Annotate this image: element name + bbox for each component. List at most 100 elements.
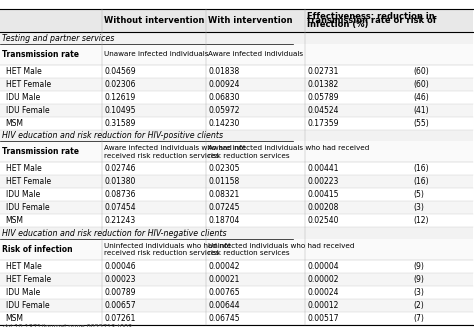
Text: HET Male: HET Male <box>6 262 41 271</box>
Text: (2): (2) <box>413 301 424 310</box>
Text: Aware infected individuals who had received
risk reduction services: Aware infected individuals who had recei… <box>208 145 370 159</box>
Text: 0.18704: 0.18704 <box>208 216 239 225</box>
Text: (60): (60) <box>413 80 429 89</box>
Bar <box>0 104 473 117</box>
Text: transmission rate or risk of: transmission rate or risk of <box>308 16 437 26</box>
Text: 0.00023: 0.00023 <box>104 275 136 284</box>
Text: 0.05972: 0.05972 <box>208 106 240 115</box>
Text: 0.02540: 0.02540 <box>308 216 339 225</box>
Text: 0.00042: 0.00042 <box>208 262 240 271</box>
Text: 0.01382: 0.01382 <box>308 80 339 89</box>
Text: 0.08321: 0.08321 <box>208 190 239 199</box>
Bar <box>0 273 473 286</box>
Text: (5): (5) <box>413 190 424 199</box>
Text: IDU Female: IDU Female <box>6 301 49 310</box>
Bar <box>0 299 473 312</box>
Text: 0.08736: 0.08736 <box>104 190 136 199</box>
Text: 0.00024: 0.00024 <box>308 288 339 297</box>
Text: HET Female: HET Female <box>6 178 51 186</box>
Text: (3): (3) <box>413 288 424 297</box>
Text: 0.00657: 0.00657 <box>104 301 136 310</box>
Bar <box>0 227 473 239</box>
Text: 0.06745: 0.06745 <box>208 314 240 323</box>
Bar <box>0 32 473 44</box>
Text: Without intervention: Without intervention <box>104 16 204 26</box>
Bar <box>0 312 473 325</box>
Text: IDU Male: IDU Male <box>6 190 40 199</box>
Text: 0.04569: 0.04569 <box>104 67 136 76</box>
Text: (9): (9) <box>413 262 424 271</box>
Text: 0.00441: 0.00441 <box>308 164 339 173</box>
Text: (16): (16) <box>413 178 428 186</box>
Text: 0.00004: 0.00004 <box>308 262 339 271</box>
Text: 0.17359: 0.17359 <box>308 119 339 128</box>
Text: 0.00002: 0.00002 <box>308 275 339 284</box>
Text: HIV education and risk reduction for HIV-positive clients: HIV education and risk reduction for HIV… <box>2 131 223 140</box>
Text: 0.04524: 0.04524 <box>308 106 339 115</box>
Text: (46): (46) <box>413 93 429 102</box>
Text: MSM: MSM <box>6 119 24 128</box>
Text: IDU Male: IDU Male <box>6 288 40 297</box>
Text: (3): (3) <box>413 203 424 213</box>
Text: 0.02306: 0.02306 <box>104 80 136 89</box>
Text: 0.00924: 0.00924 <box>208 80 240 89</box>
Text: With intervention: With intervention <box>208 16 292 26</box>
Text: 0.00644: 0.00644 <box>208 301 240 310</box>
Text: 0.02731: 0.02731 <box>308 67 339 76</box>
Text: HIV education and risk reduction for HIV-negative clients: HIV education and risk reduction for HIV… <box>2 229 227 238</box>
Text: (55): (55) <box>413 119 429 128</box>
Text: 0.00789: 0.00789 <box>104 288 136 297</box>
Text: 0.07454: 0.07454 <box>104 203 136 213</box>
Text: IDU Male: IDU Male <box>6 93 40 102</box>
Text: Uninfected individuals who had received
risk reduction services: Uninfected individuals who had received … <box>208 243 355 256</box>
Bar <box>0 239 473 260</box>
Text: HET Female: HET Female <box>6 80 51 89</box>
Text: Unaware infected individuals: Unaware infected individuals <box>104 51 209 58</box>
Text: (16): (16) <box>413 164 428 173</box>
Text: 0.10495: 0.10495 <box>104 106 136 115</box>
Text: 0.00021: 0.00021 <box>208 275 239 284</box>
Text: Transmission rate: Transmission rate <box>2 147 79 156</box>
Text: (41): (41) <box>413 106 428 115</box>
Text: 0.00517: 0.00517 <box>308 314 339 323</box>
Text: Effectiveness: reduction in: Effectiveness: reduction in <box>308 12 435 21</box>
Text: HET Male: HET Male <box>6 164 41 173</box>
Text: 0.14230: 0.14230 <box>208 119 239 128</box>
Text: HET Female: HET Female <box>6 275 51 284</box>
Text: doi:10.1371/journal.pone.0055713.t003: doi:10.1371/journal.pone.0055713.t003 <box>2 324 133 327</box>
Bar <box>0 260 473 273</box>
Text: 0.07261: 0.07261 <box>104 314 136 323</box>
Bar <box>0 65 473 78</box>
Text: (12): (12) <box>413 216 428 225</box>
Bar <box>0 117 473 130</box>
Text: 0.31589: 0.31589 <box>104 119 136 128</box>
Text: 0.12619: 0.12619 <box>104 93 135 102</box>
Bar <box>0 215 473 227</box>
Text: 0.00415: 0.00415 <box>308 190 339 199</box>
Bar <box>0 286 473 299</box>
Text: 0.21243: 0.21243 <box>104 216 135 225</box>
Text: 0.02746: 0.02746 <box>104 164 136 173</box>
Text: 0.01838: 0.01838 <box>208 67 239 76</box>
Text: HET Male: HET Male <box>6 67 41 76</box>
Bar <box>0 78 473 91</box>
Text: Aware infected individuals who had not
received risk reduction services: Aware infected individuals who had not r… <box>104 145 246 159</box>
Bar <box>0 9 473 32</box>
Text: Testing and partner services: Testing and partner services <box>2 34 115 43</box>
Text: 0.01158: 0.01158 <box>208 178 239 186</box>
Text: (7): (7) <box>413 314 424 323</box>
Text: Aware infected individuals: Aware infected individuals <box>208 51 303 58</box>
Bar <box>0 91 473 104</box>
Bar <box>0 130 473 141</box>
Text: 0.06830: 0.06830 <box>208 93 240 102</box>
Text: 0.07245: 0.07245 <box>208 203 240 213</box>
Text: (60): (60) <box>413 67 429 76</box>
Text: 0.00046: 0.00046 <box>104 262 136 271</box>
Bar <box>0 201 473 215</box>
Text: MSM: MSM <box>6 216 24 225</box>
Text: Uninfected individuals who had not
received risk reduction services: Uninfected individuals who had not recei… <box>104 243 231 256</box>
Text: 0.00012: 0.00012 <box>308 301 339 310</box>
Text: Risk of infection: Risk of infection <box>2 245 73 254</box>
Text: 0.02305: 0.02305 <box>208 164 240 173</box>
Text: 0.05789: 0.05789 <box>308 93 339 102</box>
